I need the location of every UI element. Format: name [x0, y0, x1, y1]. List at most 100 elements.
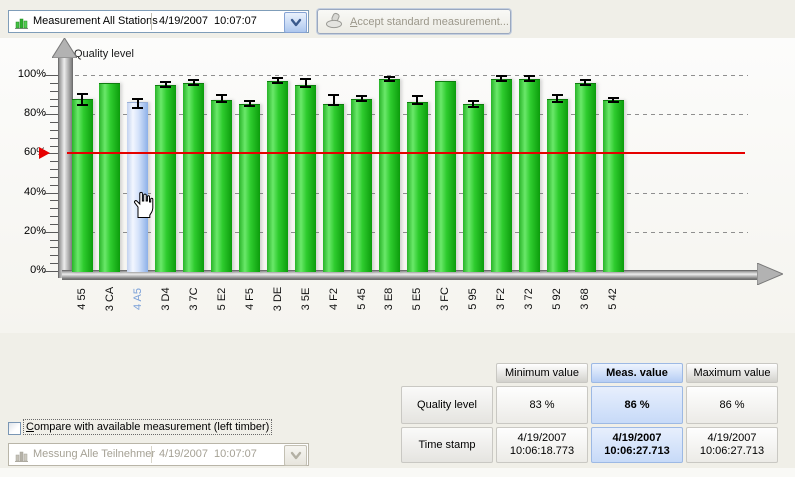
bar-3-7C[interactable] — [183, 83, 204, 272]
error-bar-cap — [272, 77, 283, 79]
y-minor-tick — [50, 185, 58, 186]
accept-standard-measurement-button[interactable]: Accept standard measurement... — [317, 9, 511, 34]
x-label-3-FC: 3 FC — [439, 287, 451, 311]
y-minor-tick — [50, 106, 58, 107]
compare-combo-label: Messung Alle Teilnehmer — [33, 448, 156, 460]
bar-3-5E[interactable] — [295, 85, 316, 272]
x-label-3-DE: 3 DE — [272, 286, 284, 312]
error-bar — [361, 96, 363, 102]
chevron-down-icon — [290, 18, 301, 26]
bar-5-E2[interactable] — [211, 100, 232, 272]
error-bar — [333, 95, 335, 106]
error-bar-cap — [77, 104, 88, 106]
y-tick-label: 20% — [23, 225, 46, 237]
error-bar — [277, 78, 279, 83]
measurement-combo-datetime: 4/19/2007 10:07:07 — [159, 15, 257, 27]
compare-checkbox[interactable] — [8, 422, 21, 435]
y-minor-tick — [50, 130, 58, 131]
bottom-strip — [0, 468, 795, 477]
hand-cursor-icon — [134, 191, 154, 218]
y-minor-tick — [50, 216, 58, 217]
x-label-3-5E: 3 5E — [300, 287, 312, 311]
y-axis-arrow-icon — [52, 38, 77, 58]
bar-3-CA[interactable] — [99, 83, 120, 272]
error-bar-cap — [524, 75, 535, 77]
table-value-cell: 4/19/2007 10:06:27.713 — [686, 427, 778, 463]
bar-4-A5[interactable] — [127, 102, 148, 272]
error-bar-cap — [132, 98, 143, 100]
bar-3-72[interactable] — [519, 79, 540, 272]
error-bar-cap — [608, 97, 619, 99]
error-bar-cap — [244, 100, 255, 102]
bar-4-55[interactable] — [72, 99, 93, 272]
error-bar-cap — [356, 100, 367, 102]
y-minor-tick — [50, 161, 58, 162]
bar-4-F2[interactable] — [323, 104, 344, 272]
error-bar — [388, 77, 390, 81]
combo-dropdown-button-disabled — [284, 445, 307, 466]
y-axis — [58, 56, 73, 278]
error-bar — [249, 101, 251, 106]
bar-4-F5[interactable] — [239, 104, 260, 272]
x-label-5-45: 5 45 — [356, 288, 368, 310]
measurement-combo[interactable]: Measurement All Stations 4/19/2007 10:07… — [8, 10, 309, 33]
table-value-cell: 83 % — [496, 386, 588, 424]
table-row-label: Time stamp — [401, 427, 493, 463]
gridline-100 — [75, 75, 748, 76]
accept-button-label: Accept standard measurement... — [350, 15, 509, 28]
bar-5-45[interactable] — [351, 99, 372, 272]
error-bar-cap — [412, 95, 423, 97]
x-label-4-55: 4 55 — [76, 288, 88, 310]
bar-3-E8[interactable] — [379, 79, 400, 272]
compare-checkbox-label[interactable]: Compare with available measurement (left… — [22, 419, 273, 435]
y-tick-label: 40% — [23, 186, 46, 198]
table-value-cell: 86 % — [591, 386, 683, 424]
error-bar — [612, 98, 614, 103]
error-bar — [584, 80, 586, 85]
bar-3-FC[interactable] — [435, 81, 456, 272]
error-bar-cap — [384, 76, 395, 78]
bar-5-42[interactable] — [603, 100, 624, 272]
error-bar-cap — [244, 105, 255, 107]
measurement-table: Minimum value Meas. value Maximum value Qua… — [401, 363, 778, 463]
error-bar — [416, 96, 418, 105]
combo-dropdown-button[interactable] — [284, 12, 307, 33]
error-bar-cap — [188, 79, 199, 81]
bar-5-95[interactable] — [463, 104, 484, 272]
y-minor-tick — [50, 200, 58, 201]
error-bar-cap — [384, 80, 395, 82]
y-minor-tick — [50, 83, 58, 84]
x-label-3-D4: 3 D4 — [160, 287, 172, 311]
table-value-cell: 4/19/2007 10:06:27.713 — [591, 427, 683, 463]
bar-3-D4[interactable] — [155, 85, 176, 272]
error-bar-cap — [160, 81, 171, 83]
y-minor-tick — [50, 91, 58, 92]
error-bar-cap — [552, 101, 563, 103]
error-bar-cap — [412, 103, 423, 105]
x-label-4-F2: 4 F2 — [328, 288, 340, 311]
y-minor-tick — [50, 138, 58, 139]
threshold-marker-icon — [39, 147, 50, 159]
compare-measurement-combo: Messung Alle Teilnehmer 4/19/2007 10:07:… — [8, 443, 309, 466]
bar-5-E5[interactable] — [407, 102, 428, 272]
error-bar-cap — [580, 84, 591, 86]
error-bar — [81, 94, 83, 106]
error-bar-cap — [132, 107, 143, 109]
bar-3-F2[interactable] — [491, 79, 512, 272]
error-bar — [472, 101, 474, 107]
bar-3-DE[interactable] — [267, 81, 288, 272]
bar-3-68[interactable] — [575, 83, 596, 272]
error-bar-cap — [328, 94, 339, 96]
compare-combo-datetime: 4/19/2007 10:07:07 — [159, 448, 257, 460]
y-minor-tick — [50, 224, 58, 225]
x-label-5-95: 5 95 — [467, 288, 479, 310]
error-bar-cap — [300, 78, 311, 80]
bar-5-92[interactable] — [547, 99, 568, 272]
bar-chart-icon — [14, 15, 28, 34]
table-value-cell: 4/19/2007 10:06:18.773 — [496, 427, 588, 463]
x-label-3-68: 3 68 — [579, 288, 591, 310]
y-tick-label: 80% — [23, 107, 46, 119]
y-major-tick — [44, 75, 58, 76]
y-tick-label: 0% — [30, 264, 46, 276]
